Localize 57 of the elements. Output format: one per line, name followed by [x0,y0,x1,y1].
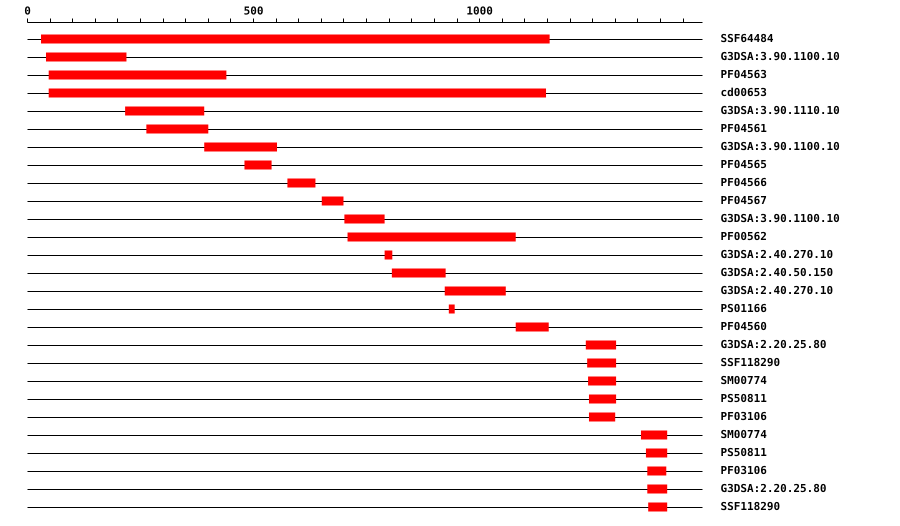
y-tick-label: PF04565 [720,158,767,171]
y-tick-label: PF04567 [720,194,767,207]
bar [647,466,666,476]
y-tick-label: G3DSA:2.40.270.10 [720,284,834,297]
y-tick-label: SM00774 [720,428,768,441]
y-tick-label: G3DSA:2.40.50.150 [720,266,834,279]
bar [322,196,344,206]
bar [344,214,385,224]
y-tick-label: PF04561 [720,122,768,135]
bar [287,178,316,188]
y-tick-label: G3DSA:3.90.1100.10 [720,50,840,63]
bar [48,88,546,98]
y-tick-label: SM00774 [720,374,768,387]
y-tick-label: PS01166 [720,302,768,315]
y-tick-label: PF04566 [720,176,768,189]
y-tick-label: cd00653 [720,86,767,99]
bar [41,34,550,44]
bar [204,142,278,152]
bar [392,268,446,278]
bar [384,250,392,260]
y-tick-label: SSF118290 [720,500,780,513]
y-tick-label: G3DSA:2.20.25.80 [720,482,826,495]
y-tick-label: G3DSA:2.20.25.80 [720,338,826,351]
y-tick-label: PF04560 [720,320,767,333]
bar [588,412,616,422]
bar [516,322,549,332]
x-tick-label: 1000 [466,4,493,18]
y-tick-label: PF03106 [720,410,768,423]
bar [588,394,616,404]
y-tick-label: G3DSA:3.90.1110.10 [720,104,840,117]
bar [648,502,668,512]
y-tick-label: G3DSA:2.40.270.10 [720,248,834,261]
bar [46,52,126,62]
bar [448,304,455,314]
bar [348,232,516,242]
y-tick-label: PS50811 [720,392,768,405]
bar [640,430,668,440]
y-tick-label: PS50811 [720,446,768,459]
bar [647,484,668,494]
bar [444,286,506,296]
bar [587,358,616,368]
bar [244,160,272,170]
bar [125,106,204,116]
y-tick-label: SSF64484 [720,32,774,45]
bar [588,376,616,386]
bar [586,340,616,350]
x-tick-label: 500 [244,4,264,18]
y-tick-label: G3DSA:3.90.1100.10 [720,140,840,153]
bar [48,70,226,80]
bar [646,448,668,458]
y-tick-label: PF00562 [720,230,767,243]
y-tick-label: PF03106 [720,464,768,477]
x-tick-label: 0 [24,4,31,18]
bar [146,124,208,134]
y-tick-label: PF04563 [720,68,767,81]
y-tick-label: SSF118290 [720,356,780,369]
y-tick-label: G3DSA:3.90.1100.10 [720,212,840,225]
